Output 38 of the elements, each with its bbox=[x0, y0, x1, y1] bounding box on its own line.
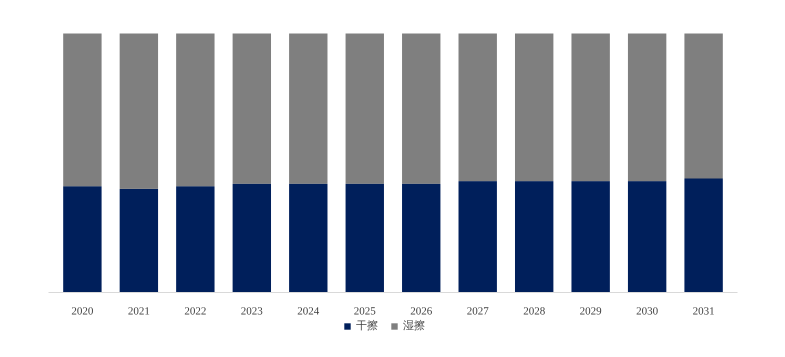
x-tick-label: 2020 bbox=[71, 306, 94, 318]
x-tick-label: 2031 bbox=[692, 306, 715, 318]
x-tick-label: 2028 bbox=[523, 306, 546, 318]
x-tick-label: 2022 bbox=[184, 306, 206, 318]
legend-label: 干擦 bbox=[356, 318, 378, 333]
bar bbox=[514, 181, 554, 292]
bar bbox=[458, 34, 497, 182]
bar bbox=[346, 184, 384, 292]
bar bbox=[63, 34, 102, 186]
x-tick-label: 2025 bbox=[354, 306, 376, 318]
bar bbox=[571, 181, 610, 292]
bar bbox=[402, 34, 440, 184]
x-tick-label: 2030 bbox=[636, 306, 659, 318]
bar bbox=[120, 34, 158, 189]
x-tick-label: 2026 bbox=[410, 306, 433, 318]
bar bbox=[402, 184, 440, 292]
bar bbox=[346, 34, 384, 184]
bar bbox=[176, 34, 215, 186]
bar bbox=[514, 34, 554, 182]
x-tick-label: 2029 bbox=[580, 306, 602, 318]
x-tick-label: 2024 bbox=[297, 306, 320, 318]
bar bbox=[176, 186, 215, 292]
x-tick-label: 2027 bbox=[466, 306, 490, 318]
bar bbox=[628, 34, 666, 182]
bar bbox=[684, 34, 723, 179]
bar bbox=[571, 34, 610, 182]
bar bbox=[232, 34, 272, 184]
bar bbox=[289, 184, 328, 292]
bar bbox=[289, 34, 328, 184]
bar bbox=[232, 184, 272, 292]
bar bbox=[63, 186, 102, 292]
x-tick-label: 2021 bbox=[128, 306, 150, 318]
legend-label: 湿擦 bbox=[403, 318, 425, 333]
x-tick-label: 2023 bbox=[240, 306, 264, 318]
bar bbox=[684, 178, 723, 292]
bar bbox=[458, 181, 497, 292]
bar bbox=[628, 181, 666, 292]
bar bbox=[120, 188, 158, 292]
